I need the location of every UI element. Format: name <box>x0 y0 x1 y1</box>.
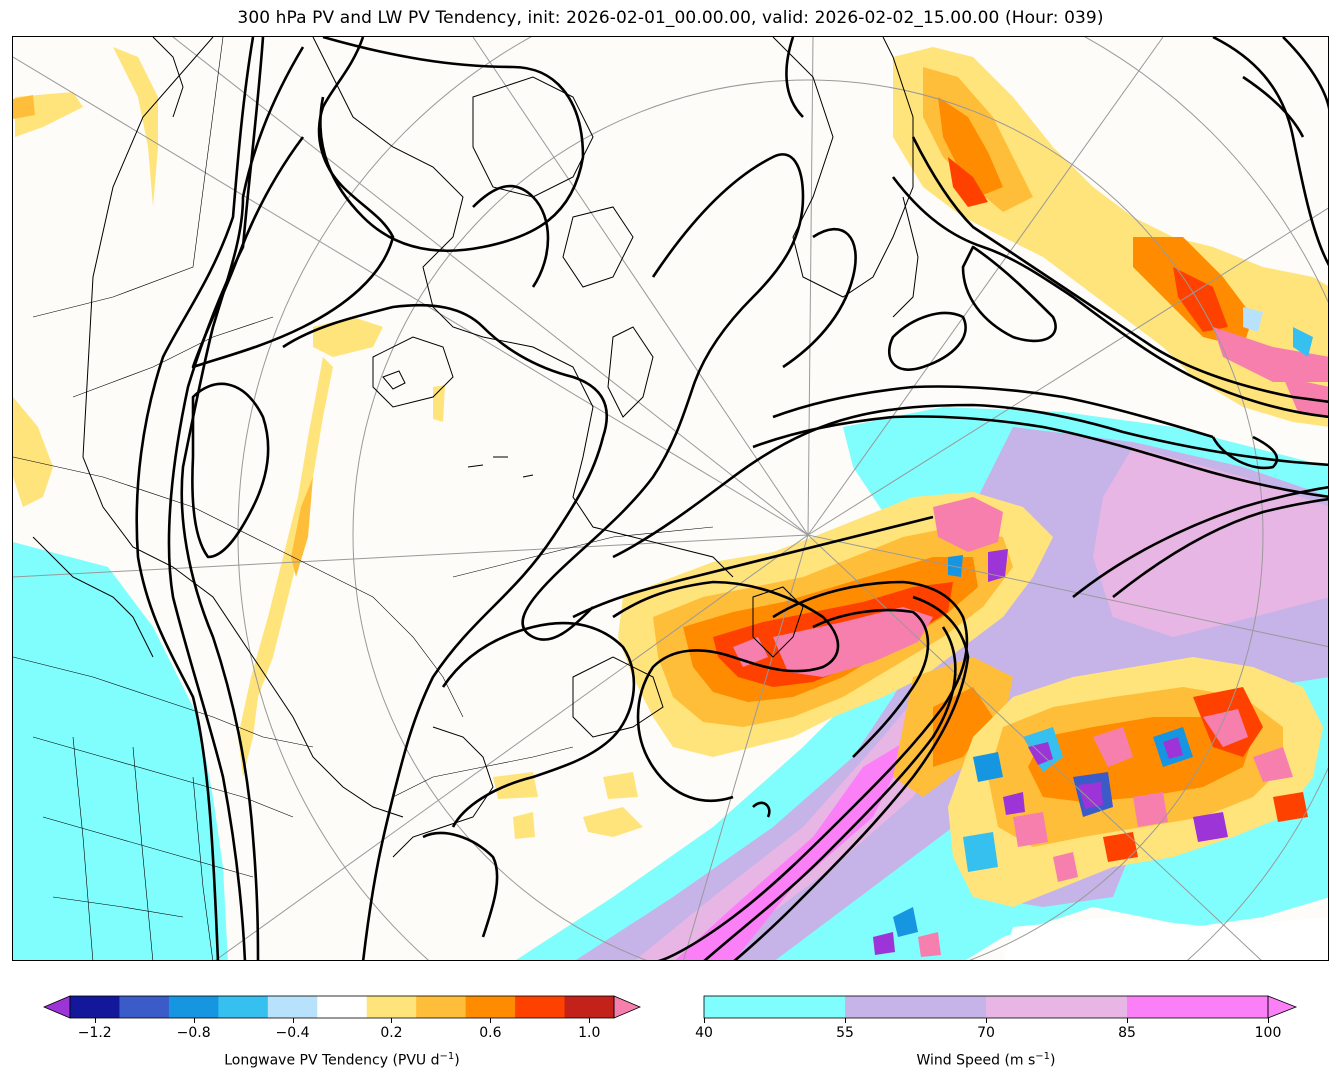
map-canvas <box>13 37 1328 960</box>
colorbar-swatch <box>218 996 269 1018</box>
colorbar-outline <box>69 995 615 1019</box>
colorbar-extend-max <box>1267 995 1298 1019</box>
colorbar-swatch <box>70 996 120 1018</box>
colorbar-swatch <box>317 996 368 1018</box>
colorbar-tick-label: −0.4 <box>275 1025 310 1041</box>
colorbar-swatch <box>168 996 219 1018</box>
colorbar-tick <box>704 1018 705 1023</box>
map-plot <box>12 36 1329 961</box>
colorbar-tick-label: −1.2 <box>77 1025 112 1041</box>
page-title: 300 hPa PV and LW PV Tendency, init: 202… <box>237 8 1104 28</box>
colorbar-tick <box>490 1018 492 1023</box>
colorbar-tick-label: 85 <box>1118 1025 1136 1041</box>
colorbar-swatch <box>515 996 566 1018</box>
colorbar-swatch <box>416 996 467 1018</box>
colorbar-tick <box>1268 1018 1269 1023</box>
colorbar-tick <box>94 1018 96 1023</box>
pv-tendency-fill <box>13 47 1328 957</box>
colorbar-tick <box>193 1018 195 1023</box>
colorbar-tick <box>292 1018 294 1023</box>
colorbar-extend-min <box>42 995 71 1019</box>
colorbar-tick <box>845 1018 846 1023</box>
coastlines <box>32 37 919 858</box>
wind-speed-colorbar-bar <box>703 995 1298 1019</box>
wind-speed-colorbar <box>703 995 1298 1019</box>
colorbar-swatch <box>267 996 318 1018</box>
colorbar-swatch <box>986 996 1128 1018</box>
wind-speed-colorbar-label: Wind Speed (m s−1) <box>916 1051 1056 1069</box>
colorbar-swatch <box>366 996 417 1018</box>
colorbar-tick-label: 70 <box>977 1025 995 1041</box>
colorbar-swatch <box>564 996 615 1018</box>
colorbar-tick-label: 1.0 <box>578 1025 601 1041</box>
pv-tendency-colorbar-label: Longwave PV Tendency (PVU d−1) <box>224 1051 460 1069</box>
colorbar-tick-label: −0.8 <box>176 1025 211 1041</box>
colorbar-tick-label: 55 <box>836 1025 854 1041</box>
colorbar-tick-label: 40 <box>695 1025 713 1041</box>
colorbar-tick-label: 0.2 <box>380 1025 403 1041</box>
colorbar-tick <box>589 1018 591 1023</box>
colorbar-swatch <box>845 996 987 1018</box>
colorbar-swatch <box>465 996 516 1018</box>
pv-contours <box>135 37 1328 960</box>
colorbar-tick <box>986 1018 987 1023</box>
colorbar-tick <box>1127 1018 1128 1023</box>
political-borders <box>13 37 714 960</box>
colorbar-swatch <box>704 996 846 1018</box>
pv-tendency-colorbar-bar <box>42 995 642 1019</box>
colorbar-swatch <box>119 996 170 1018</box>
colorbar-tick-label: 0.6 <box>479 1025 502 1041</box>
colorbar-extend-max <box>613 995 642 1019</box>
colorbar-tick <box>391 1018 393 1023</box>
colorbar-tick-label: 100 <box>1254 1025 1282 1041</box>
colorbar-swatch <box>1127 996 1269 1018</box>
pv-tendency-colorbar <box>42 995 642 1019</box>
